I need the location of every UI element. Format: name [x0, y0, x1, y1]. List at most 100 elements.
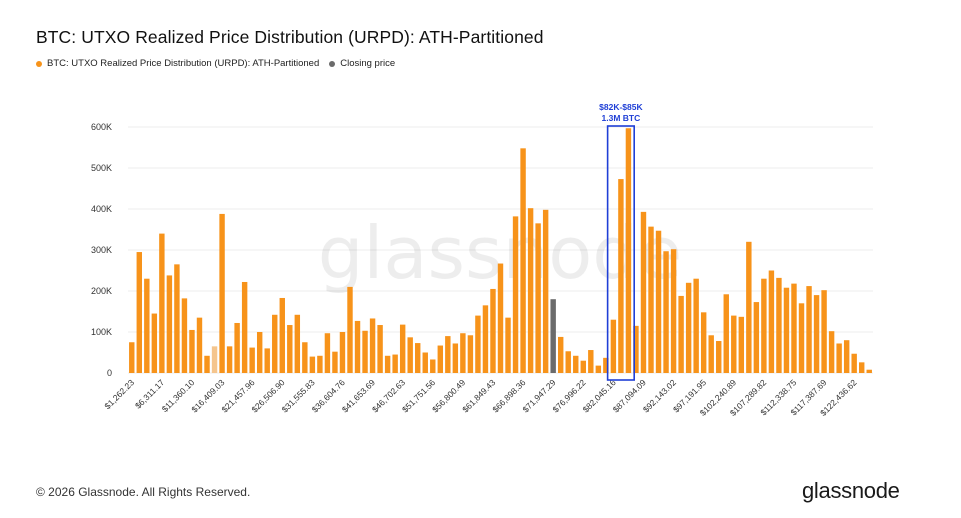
bar[interactable]: [753, 302, 760, 373]
bar[interactable]: [595, 365, 602, 373]
bar[interactable]: [151, 313, 158, 373]
bar[interactable]: [384, 355, 391, 373]
bar[interactable]: [445, 336, 451, 373]
bar[interactable]: [821, 290, 827, 373]
bar[interactable]: [828, 331, 835, 373]
bar[interactable]: [708, 335, 714, 373]
bar[interactable]: [557, 336, 564, 373]
bar[interactable]: [144, 278, 150, 373]
bar[interactable]: [234, 322, 240, 373]
bar[interactable]: [377, 325, 383, 373]
bar[interactable]: [497, 263, 504, 373]
bar[interactable]: [685, 282, 692, 373]
bar[interactable]: [678, 295, 684, 373]
bar[interactable]: [369, 318, 376, 373]
bar[interactable]: [354, 320, 361, 373]
bar[interactable]: [836, 343, 842, 373]
bar[interactable]: [347, 286, 353, 373]
bar[interactable]: [535, 223, 541, 373]
bar[interactable]: [768, 270, 775, 374]
bar[interactable]: [241, 281, 248, 373]
bar[interactable]: [490, 288, 496, 373]
bar[interactable]: [249, 347, 255, 373]
bar[interactable]: [542, 209, 549, 373]
bar[interactable]: [700, 312, 707, 373]
bar[interactable]: [640, 211, 647, 373]
bar[interactable]: [791, 283, 797, 373]
bar[interactable]: [324, 333, 331, 373]
bar[interactable]: [181, 298, 188, 373]
bar[interactable]: [633, 325, 639, 373]
bar[interactable]: [610, 319, 617, 373]
bar[interactable]: [264, 348, 270, 373]
bar[interactable]: [256, 332, 263, 373]
bar[interactable]: [415, 343, 421, 373]
bar[interactable]: [663, 251, 669, 373]
bar[interactable]: [332, 351, 338, 373]
bar[interactable]: [603, 357, 609, 373]
bar[interactable]: [843, 340, 850, 373]
bar[interactable]: [527, 208, 534, 373]
bar[interactable]: [655, 230, 662, 373]
bar[interactable]: [166, 275, 173, 373]
bar[interactable]: [798, 303, 805, 373]
bar[interactable]: [520, 148, 526, 373]
bar[interactable]: [776, 277, 782, 373]
bar[interactable]: [407, 337, 413, 373]
bar[interactable]: [580, 360, 586, 373]
bar[interactable]: [129, 342, 135, 373]
bar[interactable]: [731, 315, 737, 373]
bar[interactable]: [618, 179, 624, 373]
bar[interactable]: [573, 355, 579, 373]
bar[interactable]: [226, 346, 233, 373]
bar[interactable]: [625, 128, 632, 373]
bar-closing-price[interactable]: [550, 299, 556, 373]
bar[interactable]: [813, 295, 820, 373]
bar[interactable]: [716, 341, 722, 373]
legend-item-urpd[interactable]: BTC: UTXO Realized Price Distribution (U…: [36, 58, 319, 69]
bar[interactable]: [302, 342, 308, 373]
bar[interactable]: [806, 286, 812, 373]
bar[interactable]: [339, 332, 346, 373]
glassnode-logo[interactable]: glassnode: [802, 478, 900, 503]
bar[interactable]: [136, 252, 142, 373]
bar[interactable]: [738, 316, 745, 373]
bar[interactable]: [648, 226, 654, 373]
legend-item-closing-price[interactable]: Closing price: [329, 58, 395, 69]
bar[interactable]: [294, 314, 301, 373]
bar[interactable]: [317, 355, 323, 373]
bar[interactable]: [460, 333, 466, 373]
bar[interactable]: [309, 356, 316, 373]
bar[interactable]: [565, 351, 571, 373]
bar[interactable]: [452, 343, 459, 373]
bar[interactable]: [482, 305, 489, 373]
bar[interactable]: [851, 353, 857, 373]
bar[interactable]: [272, 314, 278, 373]
bar[interactable]: [196, 317, 203, 373]
bar[interactable]: [287, 325, 293, 373]
bar[interactable]: [505, 317, 511, 373]
bar[interactable]: [422, 352, 428, 374]
bar[interactable]: [430, 359, 436, 373]
bar[interactable]: [399, 324, 406, 373]
bar[interactable]: [761, 278, 767, 373]
bar[interactable]: [174, 264, 180, 373]
bar[interactable]: [189, 329, 195, 373]
bar[interactable]: [219, 213, 225, 373]
bar[interactable]: [783, 287, 790, 373]
bar[interactable]: [392, 354, 398, 373]
bar[interactable]: [475, 315, 481, 373]
bar[interactable]: [588, 350, 594, 373]
bar[interactable]: [866, 369, 872, 373]
bar[interactable]: [467, 335, 474, 373]
bar[interactable]: [211, 346, 218, 373]
bar[interactable]: [437, 345, 444, 373]
bar[interactable]: [693, 278, 699, 373]
bar[interactable]: [512, 216, 519, 373]
bar[interactable]: [204, 355, 210, 373]
bar[interactable]: [362, 330, 368, 373]
bar[interactable]: [746, 241, 752, 373]
bar[interactable]: [159, 233, 165, 373]
bar[interactable]: [859, 362, 865, 373]
bar[interactable]: [723, 294, 729, 373]
